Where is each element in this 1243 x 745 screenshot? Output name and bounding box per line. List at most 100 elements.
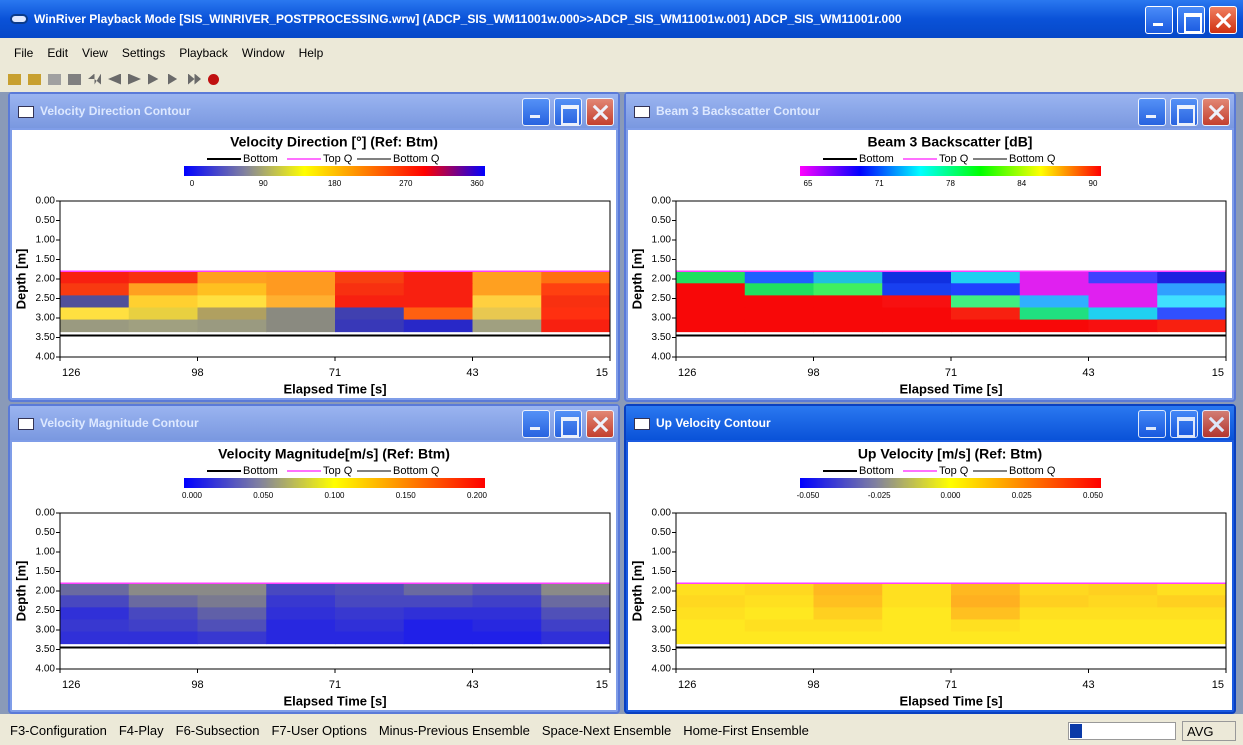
child-window: Velocity Direction Contour Velocity Direc… xyxy=(8,92,620,402)
contour-cell xyxy=(197,307,267,321)
close-button[interactable] xyxy=(1202,410,1230,438)
contour-cell xyxy=(403,307,473,321)
status-item: F7-User Options xyxy=(271,723,367,738)
x-tick-label: 43 xyxy=(1082,367,1094,379)
contour-cell xyxy=(1157,271,1227,284)
menu-bar: File Edit View Settings Playback Window Help xyxy=(0,42,1243,64)
y-tick-label: 3.00 xyxy=(652,625,672,636)
contour-cell xyxy=(1019,271,1089,284)
next-button[interactable] xyxy=(148,73,159,85)
minimize-button[interactable] xyxy=(522,410,550,438)
contour-cell xyxy=(472,631,542,645)
contour-cell xyxy=(1088,595,1158,608)
menu-item[interactable]: Edit xyxy=(47,46,69,60)
stop-button[interactable] xyxy=(208,73,219,85)
status-bar: F3-Configuration F4-Play F6-Subsection F7-U… xyxy=(0,716,1243,745)
minimize-button[interactable] xyxy=(522,98,550,126)
contour-cell xyxy=(197,595,267,608)
reprocess-button[interactable] xyxy=(68,73,81,85)
close-button[interactable] xyxy=(586,410,614,438)
menu-item[interactable]: Help xyxy=(298,46,324,60)
y-tick-label: 2.00 xyxy=(36,274,56,285)
child-title: Beam 3 Backscatter Contour xyxy=(656,104,821,118)
contour-cell xyxy=(744,271,814,284)
close-button[interactable] xyxy=(1202,98,1230,126)
legend-label: Top Q xyxy=(939,465,969,477)
minimize-button[interactable] xyxy=(1138,98,1166,126)
step-button[interactable] xyxy=(168,73,178,85)
contour-cell xyxy=(813,307,883,321)
contour-cell xyxy=(60,271,130,284)
contour-cell xyxy=(813,271,883,284)
contour-cell xyxy=(403,631,473,645)
contour-cell xyxy=(541,595,611,608)
minimize-button[interactable] xyxy=(1138,410,1166,438)
contour-cell xyxy=(472,283,542,296)
previous-button[interactable] xyxy=(108,73,121,85)
contour-cell xyxy=(335,295,405,308)
menu-item[interactable]: Window xyxy=(241,46,285,60)
colorbar xyxy=(184,166,485,176)
menu-item[interactable]: Settings xyxy=(121,46,166,60)
contour-cell xyxy=(676,295,746,308)
contour-cell xyxy=(1088,295,1158,308)
chart: Velocity Direction [°] (Ref: Btm) Bottom T… xyxy=(12,130,616,398)
maximize-button[interactable] xyxy=(1170,98,1198,126)
contour-cell xyxy=(128,631,198,645)
open-multiple-button[interactable] xyxy=(28,73,41,85)
contour-cell xyxy=(1157,619,1227,633)
x-tick-label: 71 xyxy=(329,679,341,691)
contour-cell xyxy=(403,319,473,333)
y-tick-label: 0.50 xyxy=(36,527,56,538)
close-button[interactable] xyxy=(1209,6,1237,34)
contour-cell xyxy=(1157,595,1227,608)
child-title-bar: Beam 3 Backscatter Contour xyxy=(626,94,1234,128)
contour-cell xyxy=(403,271,473,284)
contour-cell xyxy=(882,583,952,596)
open-button[interactable] xyxy=(8,73,21,85)
contour-cell xyxy=(676,271,746,284)
contour-cell xyxy=(951,595,1021,608)
minimize-button[interactable] xyxy=(1145,6,1173,34)
child-title-bar: Up Velocity Contour xyxy=(626,406,1234,440)
menu-item[interactable]: File xyxy=(14,46,34,60)
child-title-bar: Velocity Direction Contour xyxy=(10,94,618,128)
y-tick-label: 3.50 xyxy=(652,644,672,655)
contour-cell xyxy=(128,283,198,296)
colorbar xyxy=(800,478,1101,488)
contour-cell xyxy=(128,595,198,608)
child-controls xyxy=(522,410,614,438)
contour-cell xyxy=(197,631,267,645)
y-tick-label: 0.00 xyxy=(652,508,672,519)
colorbar-tick-label: 0.050 xyxy=(253,491,274,500)
colorbar-tick-label: 360 xyxy=(470,179,484,188)
contour-cell xyxy=(1088,271,1158,284)
x-tick-label: 98 xyxy=(191,367,203,379)
contour-cell xyxy=(335,631,405,645)
contour-cell xyxy=(266,583,336,596)
contour-cell xyxy=(1157,283,1227,296)
child-icon xyxy=(634,106,650,118)
maximize-button[interactable] xyxy=(554,98,582,126)
play-button[interactable] xyxy=(128,73,141,85)
maximize-button[interactable] xyxy=(1170,410,1198,438)
legend-label: Bottom xyxy=(859,465,894,477)
contour-cell xyxy=(1088,319,1158,333)
properties-button[interactable] xyxy=(48,73,61,85)
maximize-button[interactable] xyxy=(554,410,582,438)
menu-item[interactable]: Playback xyxy=(179,46,228,60)
contour-cell xyxy=(1157,631,1227,645)
y-tick-label: 4.00 xyxy=(36,352,56,363)
contour-cell xyxy=(951,583,1021,596)
status-item: Minus-Previous Ensemble xyxy=(378,723,530,738)
contour-cell xyxy=(951,607,1021,620)
y-tick-label: 1.50 xyxy=(652,254,672,265)
menu-item[interactable]: View xyxy=(82,46,108,60)
contour-cell xyxy=(266,307,336,321)
first-button[interactable] xyxy=(88,73,101,85)
last-button[interactable] xyxy=(188,73,201,85)
close-button[interactable] xyxy=(586,98,614,126)
colorbar-tick-label: 90 xyxy=(259,179,268,188)
maximize-button[interactable] xyxy=(1177,6,1205,34)
status-item: Space-Next Ensemble xyxy=(541,723,672,738)
